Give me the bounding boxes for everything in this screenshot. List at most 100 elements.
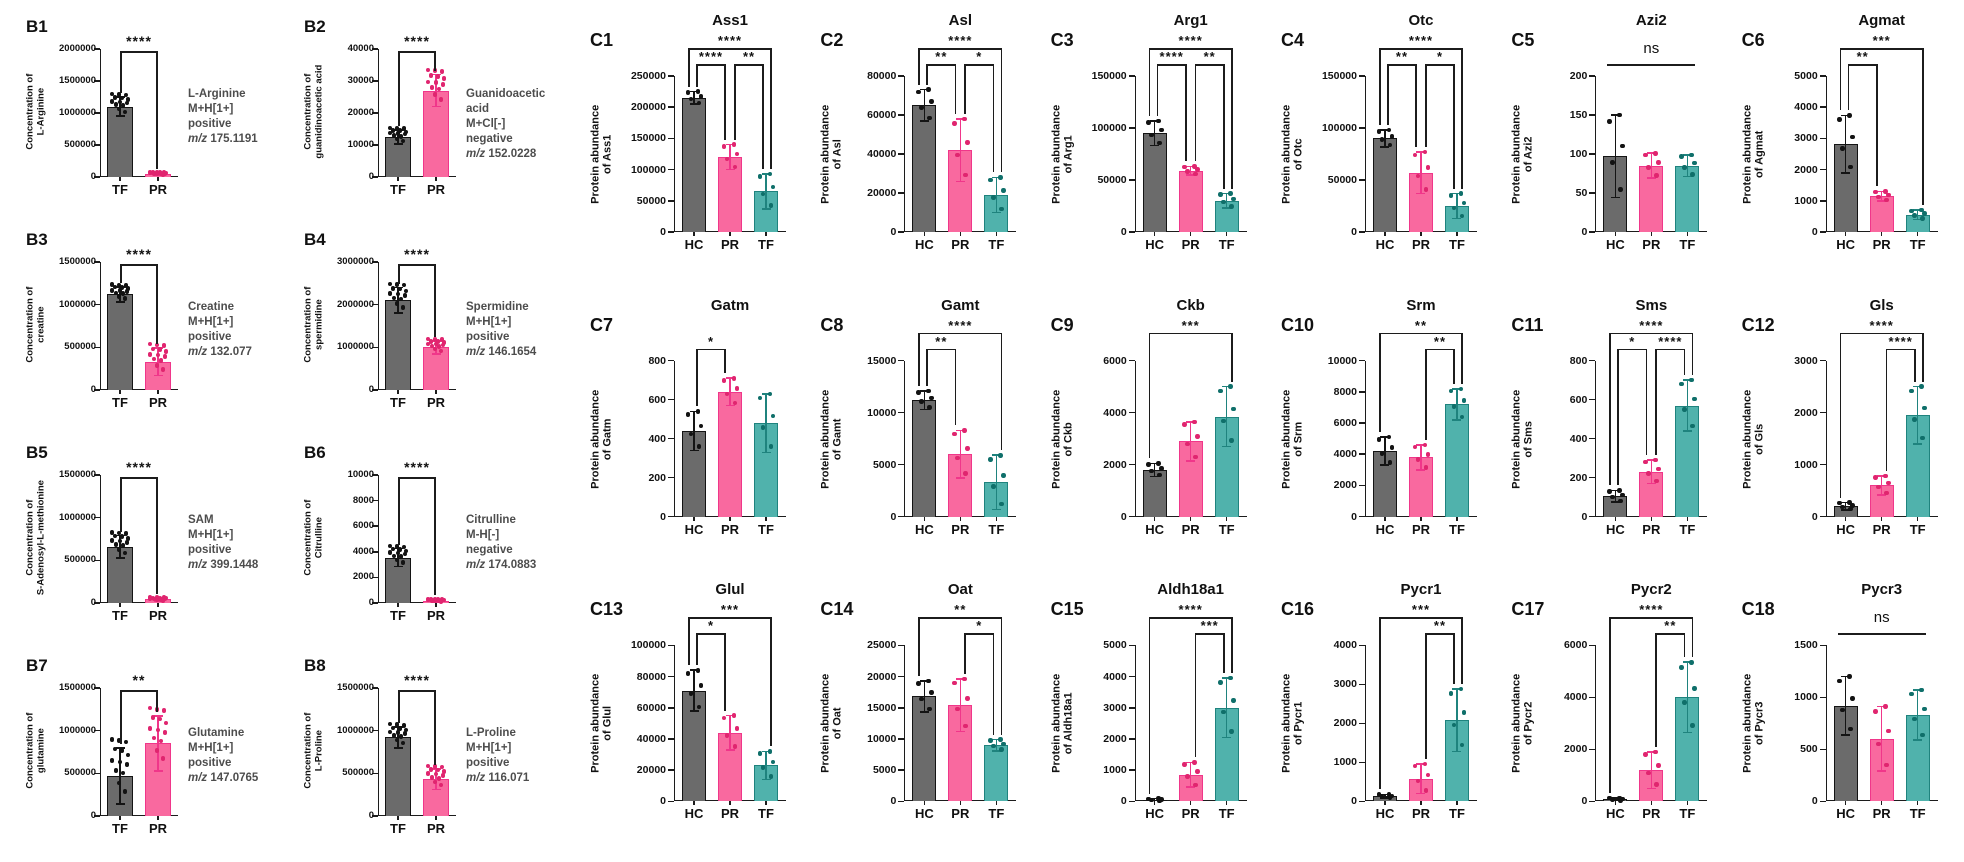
y-tick bbox=[1358, 683, 1365, 686]
error-bar-TF bbox=[397, 727, 399, 748]
y-tick-label: 0 bbox=[1120, 795, 1127, 808]
y-tick bbox=[1358, 359, 1365, 362]
sig-stars: ** bbox=[935, 49, 948, 64]
y-tick bbox=[898, 644, 905, 647]
x-tick bbox=[1153, 516, 1156, 521]
y-tick-label: 0 bbox=[90, 384, 96, 395]
error-cap-top-TF bbox=[1913, 689, 1923, 691]
data-dot bbox=[403, 129, 409, 135]
panel-title: Glul bbox=[715, 581, 745, 599]
error-bar-TF bbox=[765, 173, 767, 209]
error-cap-top-PR bbox=[1186, 761, 1196, 764]
sig-stars: *** bbox=[1411, 602, 1431, 618]
error-cap-bottom-HC bbox=[1841, 171, 1851, 174]
y-tick-label: 2000 bbox=[1103, 732, 1127, 745]
data-dot bbox=[154, 342, 160, 348]
y-tick-label: 50000 bbox=[1327, 174, 1357, 186]
data-dot bbox=[991, 484, 996, 489]
y-axis-label: Protein abundance of Glul bbox=[589, 674, 614, 774]
error-cap-bottom-HC bbox=[1610, 501, 1620, 503]
data-dot bbox=[1886, 728, 1891, 734]
x-label-PR: PR bbox=[1181, 806, 1200, 822]
data-dot bbox=[1690, 423, 1695, 429]
x-tick bbox=[1225, 801, 1228, 806]
error-cap-top-PR bbox=[1416, 151, 1426, 153]
data-dot bbox=[1459, 213, 1465, 219]
error-bar-PR bbox=[729, 378, 731, 406]
y-tick bbox=[898, 114, 905, 116]
data-dot bbox=[1412, 763, 1418, 769]
y-tick-label: 6000 bbox=[352, 520, 374, 532]
x-label-HC: HC bbox=[1375, 237, 1395, 252]
sig-bracket bbox=[1194, 633, 1225, 635]
plot-area bbox=[378, 49, 456, 177]
data-dot bbox=[394, 136, 400, 142]
data-dot bbox=[119, 285, 125, 290]
data-dot bbox=[432, 764, 438, 769]
error-cap-bottom-PR bbox=[1416, 192, 1426, 195]
sig-leg bbox=[992, 633, 995, 735]
data-dot bbox=[438, 782, 444, 788]
error-bar-HC bbox=[1614, 797, 1617, 801]
x-tick bbox=[1189, 801, 1192, 806]
y-tick bbox=[1589, 398, 1596, 401]
x-label-PR: PR bbox=[1642, 521, 1661, 537]
y-tick-label: 100000 bbox=[1091, 122, 1127, 134]
y-axis-label: Protein abundance of Ckb bbox=[1050, 389, 1075, 489]
error-cap-bottom-TF bbox=[115, 556, 125, 559]
data-dot bbox=[732, 164, 738, 170]
error-bar-PR bbox=[1880, 476, 1883, 495]
error-bar-TF bbox=[995, 739, 998, 751]
sig-stars: * bbox=[976, 49, 983, 64]
y-tick-label: 3000 bbox=[1333, 678, 1357, 691]
error-cap-bottom-PR bbox=[153, 374, 163, 377]
sig-leg bbox=[156, 51, 158, 169]
x-tick bbox=[435, 603, 437, 607]
data-dot bbox=[147, 352, 153, 357]
error-cap-top-TF bbox=[761, 393, 771, 395]
data-dot bbox=[1231, 196, 1236, 202]
data-dot bbox=[113, 768, 119, 773]
mz-value: 132.077 bbox=[207, 345, 252, 358]
y-tick-label: 500 bbox=[1800, 743, 1818, 756]
sig-bracket bbox=[1424, 633, 1455, 635]
sig-stars: **** bbox=[1159, 49, 1184, 64]
error-cap-top-PR bbox=[1877, 705, 1887, 708]
data-dot bbox=[1656, 763, 1661, 768]
data-dot bbox=[398, 296, 404, 302]
sig-leg bbox=[762, 64, 764, 169]
y-tick bbox=[668, 476, 674, 479]
data-dot bbox=[1607, 119, 1612, 124]
sig-stars: ** bbox=[742, 49, 756, 64]
data-dot bbox=[988, 457, 993, 462]
y-tick-label: 80000 bbox=[636, 670, 666, 683]
y-tick-label: 200 bbox=[648, 471, 666, 484]
data-dot bbox=[1653, 457, 1658, 463]
panel-B6: B6 0 2000 4000 6000 8000 10000 Concentration of… bbox=[294, 431, 572, 644]
data-dot bbox=[147, 341, 153, 347]
data-dot bbox=[161, 343, 167, 348]
data-dot bbox=[387, 543, 393, 549]
data-dot bbox=[160, 756, 166, 761]
y-tick bbox=[668, 800, 674, 803]
y-tick bbox=[1819, 137, 1826, 140]
data-dot bbox=[150, 715, 156, 720]
error-cap-bottom-TF bbox=[991, 508, 1001, 511]
panel-label: C4 bbox=[1280, 30, 1304, 50]
x-tick bbox=[1420, 801, 1422, 806]
data-dot bbox=[1920, 435, 1925, 441]
y-tick-label: 400 bbox=[1569, 432, 1588, 445]
x-label-HC: HC bbox=[914, 521, 934, 537]
error-cap-bottom-PR bbox=[1186, 786, 1196, 789]
y-tick bbox=[94, 261, 100, 263]
y-tick bbox=[372, 112, 378, 114]
error-bar-PR bbox=[435, 769, 437, 790]
panel-title: Pycr1 bbox=[1400, 581, 1442, 599]
sig-stars: *** bbox=[1872, 33, 1891, 48]
y-tick-label: 2000 bbox=[1794, 406, 1818, 419]
y-tick bbox=[668, 359, 674, 362]
data-dot bbox=[965, 446, 970, 451]
y-tick bbox=[1819, 748, 1826, 751]
data-dot bbox=[1643, 459, 1648, 465]
y-tick-label: 0 bbox=[1351, 510, 1357, 523]
